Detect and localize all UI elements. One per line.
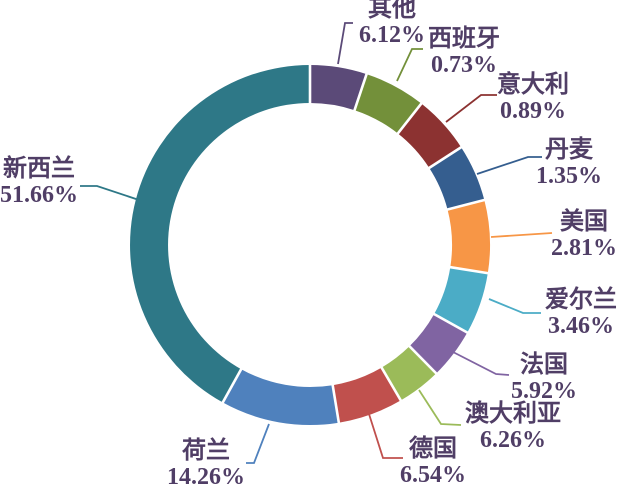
slice-label-name: 荷兰 <box>182 438 230 464</box>
slice-label-new-zealand: 新西兰 51.66% <box>0 156 78 208</box>
leader-line-italy <box>445 94 497 123</box>
slice-label-netherlands: 荷兰 14.26% <box>167 438 245 486</box>
slice-denmark <box>429 147 485 210</box>
slice-label-value: 3.46% <box>548 313 614 339</box>
slice-other <box>310 65 367 111</box>
slice-label-name: 新西兰 <box>3 156 75 182</box>
slice-label-usa: 美国 2.81% <box>551 209 617 261</box>
leader-line-france <box>452 351 510 376</box>
slice-label-name: 法国 <box>520 352 568 378</box>
slice-new-zealand <box>130 65 310 403</box>
slice-label-value: 2.81% <box>551 235 617 261</box>
slice-gap <box>444 197 488 212</box>
leader-line-australia <box>418 389 462 426</box>
slice-label-other: 其他 6.12% <box>359 0 425 48</box>
leader-line-germany <box>368 413 403 459</box>
leader-line-usa <box>490 232 553 238</box>
slice-label-value: 6.12% <box>359 22 425 48</box>
slice-label-france: 法国 5.92% <box>511 352 577 404</box>
slice-label-name: 爱尔兰 <box>545 287 617 313</box>
leader-line-other <box>337 22 353 65</box>
leader-line-denmark <box>476 156 542 175</box>
slice-label-value: 6.26% <box>480 427 546 453</box>
slice-gap <box>425 144 465 171</box>
slice-label-australia: 澳大利亚 6.26% <box>465 401 561 453</box>
slice-gap <box>406 343 440 377</box>
slice-netherlands <box>222 369 339 426</box>
slice-gap <box>394 100 425 137</box>
slice-label-ireland: 爱尔兰 3.46% <box>545 287 617 339</box>
slice-label-name: 西班牙 <box>428 26 500 52</box>
slice-gap <box>352 70 369 114</box>
slice-gap <box>447 265 491 275</box>
slice-usa <box>447 199 491 274</box>
slice-label-value: 14.26% <box>167 464 245 486</box>
slice-gap <box>330 381 341 426</box>
slice-france <box>409 314 468 374</box>
slice-label-value: 51.66% <box>0 182 78 208</box>
slice-label-germany: 德国 6.54% <box>400 436 466 486</box>
leader-line-ireland <box>488 298 541 314</box>
slice-label-name: 其他 <box>368 0 416 22</box>
slice-ireland <box>434 267 488 333</box>
slice-gap <box>430 311 471 336</box>
slice-label-denmark: 丹麦 1.35% <box>536 137 602 189</box>
slice-label-value: 0.89% <box>500 98 566 124</box>
slice-label-name: 德国 <box>409 436 457 462</box>
leader-line-spain <box>396 48 423 82</box>
slice-label-name: 丹麦 <box>545 137 593 163</box>
slice-label-value: 1.35% <box>536 163 602 189</box>
slice-italy <box>397 103 462 168</box>
slice-label-spain: 西班牙 0.73% <box>428 26 500 78</box>
slice-label-value: 5.92% <box>511 378 577 404</box>
slice-gap <box>378 364 404 404</box>
leader-line-netherlands <box>246 423 270 464</box>
leader-line-new-zealand <box>80 185 140 201</box>
slice-label-italy: 意大利 0.89% <box>497 72 569 124</box>
slice-spain <box>354 74 422 134</box>
slice-germany <box>332 367 401 423</box>
slice-label-name: 意大利 <box>497 72 569 98</box>
slice-label-name: 澳大利亚 <box>465 401 561 427</box>
slice-label-value: 6.54% <box>400 462 466 486</box>
slice-gap <box>220 365 244 406</box>
slice-label-value: 0.73% <box>431 52 497 78</box>
slice-label-name: 美国 <box>560 209 608 235</box>
